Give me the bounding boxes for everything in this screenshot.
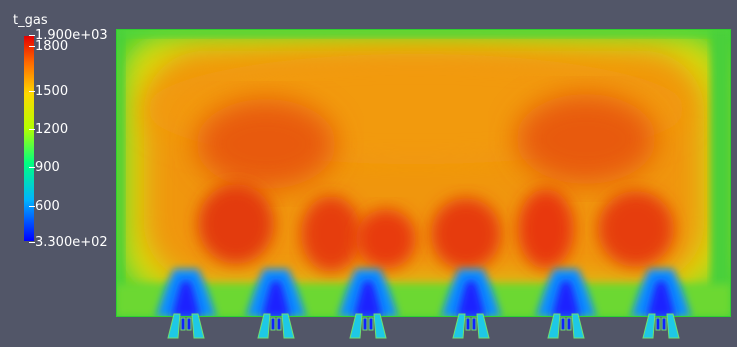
burner-nozzles xyxy=(167,313,680,339)
colorbar-tick-label: 1200 xyxy=(29,123,68,136)
colorbar-tick-label: 1800 xyxy=(29,40,68,53)
burner-plumes xyxy=(156,269,691,317)
colorbar-tick-label: 1500 xyxy=(29,85,68,98)
color-scale-bar xyxy=(24,36,34,241)
legend-title: t_gas xyxy=(13,13,48,28)
colorbar-tick-label: 600 xyxy=(29,200,60,213)
colorbar-min-label: 3.300e+02 xyxy=(29,236,108,249)
temperature-field xyxy=(116,29,731,317)
colorbar-tick-label: 900 xyxy=(29,161,60,174)
